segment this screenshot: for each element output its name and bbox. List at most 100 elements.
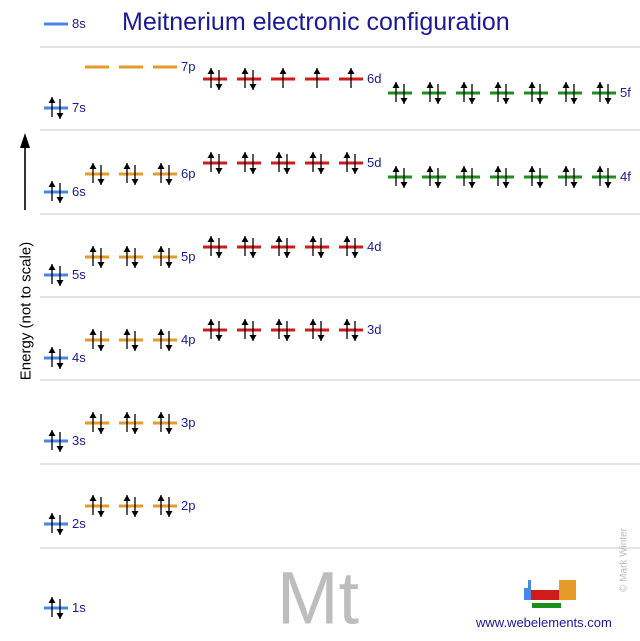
electron-down-arrow-icon — [502, 84, 510, 104]
electron-down-arrow-icon — [165, 331, 173, 351]
electron-down-arrow-icon — [351, 238, 359, 258]
website-link[interactable]: www.webelements.com — [476, 615, 612, 630]
orbital-box-3p — [85, 412, 109, 434]
electron-up-arrow-icon — [123, 163, 131, 183]
electron-down-arrow-icon — [97, 414, 105, 434]
orbital-label-6p: 6p — [181, 166, 195, 181]
orbital-5f: 5f — [388, 82, 631, 104]
orbital-box-2p — [153, 495, 177, 517]
electron-down-arrow-icon — [283, 321, 291, 341]
orbital-4s: 4s — [44, 347, 86, 369]
electron-down-arrow-icon — [249, 70, 257, 90]
orbital-box-5f — [456, 82, 480, 104]
electron-up-arrow-icon — [562, 82, 570, 102]
orbital-box-5d — [339, 152, 363, 174]
orbital-label-2p: 2p — [181, 498, 195, 513]
electron-down-arrow-icon — [131, 497, 139, 517]
electron-up-arrow-icon — [207, 319, 215, 339]
energy-axis-label: Energy (not to scale) — [17, 241, 35, 381]
orbital-box-5d — [271, 152, 295, 174]
electron-up-arrow-icon — [241, 236, 249, 256]
electron-up-arrow-icon — [207, 152, 215, 172]
electron-up-arrow-icon — [48, 181, 56, 201]
orbital-box-4d — [237, 236, 261, 258]
electron-down-arrow-icon — [536, 84, 544, 104]
electron-down-arrow-icon — [570, 168, 578, 188]
orbital-box-5p — [153, 246, 177, 268]
orbital-3s: 3s — [44, 430, 86, 452]
orbital-box-4f — [524, 166, 548, 188]
electron-down-arrow-icon — [56, 266, 64, 286]
orbital-box-4f — [422, 166, 446, 188]
electron-up-arrow-icon — [157, 412, 165, 432]
electron-down-arrow-icon — [317, 321, 325, 341]
electron-up-arrow-icon — [596, 82, 604, 102]
electron-down-arrow-icon — [56, 183, 64, 203]
orbital-box-4s — [44, 347, 68, 369]
orbital-label-5s: 5s — [72, 267, 86, 282]
orbital-box-4f — [490, 166, 514, 188]
electron-up-arrow-icon — [123, 246, 131, 266]
electron-up-arrow-icon — [157, 495, 165, 515]
orbital-box-3p — [119, 412, 143, 434]
electron-down-arrow-icon — [165, 248, 173, 268]
orbital-label-3p: 3p — [181, 415, 195, 430]
orbital-5s: 5s — [44, 264, 86, 286]
electron-down-arrow-icon — [215, 238, 223, 258]
orbital-box-4d — [203, 236, 227, 258]
electron-down-arrow-icon — [468, 168, 476, 188]
orbital-4p: 4p — [85, 329, 195, 351]
electron-up-arrow-icon — [426, 166, 434, 186]
orbital-box-5f — [388, 82, 412, 104]
orbital-box-6d — [203, 68, 227, 90]
electron-up-arrow-icon — [48, 264, 56, 284]
orbital-box-6s — [44, 181, 68, 203]
electron-up-arrow-icon — [123, 412, 131, 432]
orbital-2p: 2p — [85, 495, 195, 517]
orbital-label-5d: 5d — [367, 155, 381, 170]
electron-down-arrow-icon — [400, 84, 408, 104]
electron-down-arrow-icon — [317, 238, 325, 258]
electron-up-arrow-icon — [123, 495, 131, 515]
orbital-box-3d — [203, 319, 227, 341]
orbital-box-4d — [305, 236, 329, 258]
orbital-box-4p — [85, 329, 109, 351]
electron-down-arrow-icon — [570, 84, 578, 104]
orbital-box-5f — [524, 82, 548, 104]
orbital-box-4p — [119, 329, 143, 351]
orbital-box-5f — [490, 82, 514, 104]
orbital-4d: 4d — [203, 236, 381, 258]
electron-down-arrow-icon — [56, 432, 64, 452]
electron-up-arrow-icon — [313, 68, 321, 88]
orbital-box-5s — [44, 264, 68, 286]
electron-up-arrow-icon — [275, 319, 283, 339]
electron-up-arrow-icon — [241, 68, 249, 88]
orbital-box-4f — [456, 166, 480, 188]
electron-down-arrow-icon — [56, 515, 64, 535]
electron-down-arrow-icon — [215, 321, 223, 341]
orbital-label-1s: 1s — [72, 600, 86, 615]
orbital-box-5f — [592, 82, 616, 104]
electron-up-arrow-icon — [157, 329, 165, 349]
electron-up-arrow-icon — [207, 236, 215, 256]
electron-down-arrow-icon — [351, 154, 359, 174]
orbital-label-6s: 6s — [72, 184, 86, 199]
electron-up-arrow-icon — [494, 166, 502, 186]
electron-down-arrow-icon — [283, 154, 291, 174]
electron-down-arrow-icon — [434, 84, 442, 104]
electron-up-arrow-icon — [343, 152, 351, 172]
orbital-6s: 6s — [44, 181, 86, 203]
electron-up-arrow-icon — [89, 246, 97, 266]
orbital-box-3d — [237, 319, 261, 341]
electron-down-arrow-icon — [131, 331, 139, 351]
orbital-box-5p — [119, 246, 143, 268]
electron-down-arrow-icon — [131, 165, 139, 185]
orbital-label-4d: 4d — [367, 239, 381, 254]
electron-up-arrow-icon — [460, 166, 468, 186]
electron-up-arrow-icon — [89, 329, 97, 349]
electron-down-arrow-icon — [317, 154, 325, 174]
electron-up-arrow-icon — [89, 163, 97, 183]
orbital-box-4p — [153, 329, 177, 351]
electron-down-arrow-icon — [468, 84, 476, 104]
